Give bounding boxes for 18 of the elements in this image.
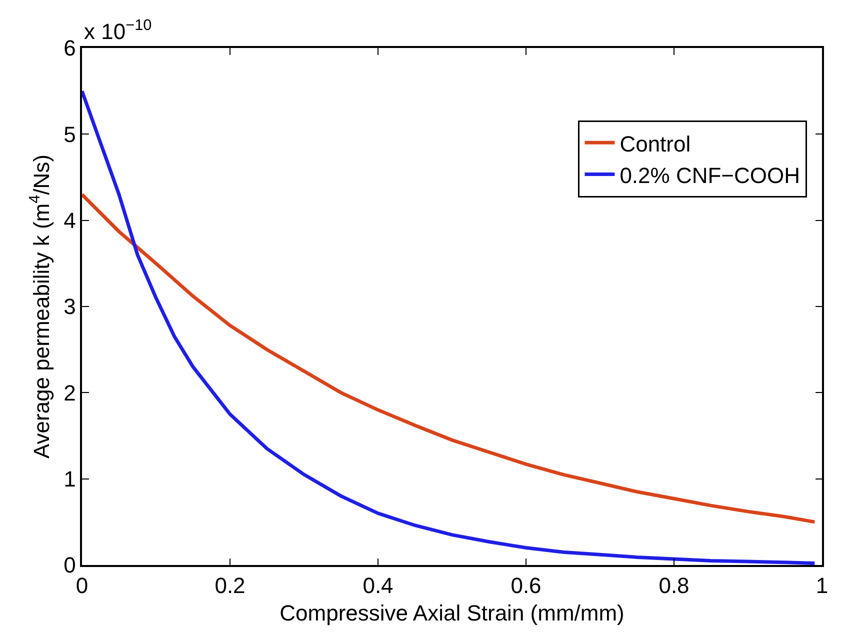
y-tick-label: 6: [64, 36, 76, 61]
line-series: [82, 89, 816, 565]
y-tick-label: 4: [64, 208, 76, 234]
x-tick-label: 0.2: [214, 573, 246, 598]
y-tick-label: 2: [64, 380, 76, 406]
y-tick-label: 3: [64, 294, 76, 320]
x-tick-label: 1: [816, 573, 828, 598]
x-tick-label: 0.8: [658, 573, 690, 598]
legend-label: 0.2% CNF−COOH: [620, 162, 800, 188]
text: x 10$^{−10}$: [84, 17, 152, 44]
x-tick-label: 0.6: [510, 573, 542, 598]
x-tick-label: 0.4: [362, 573, 394, 598]
y-tick-label: 5: [64, 122, 76, 147]
line-series: [82, 192, 816, 524]
y-tick-label: 0: [64, 552, 76, 578]
legend-label: Control: [620, 131, 691, 156]
y-tick-label: 1: [64, 466, 76, 492]
x-axis-title: Compressive Axial Strain (mm/mm): [280, 600, 624, 626]
